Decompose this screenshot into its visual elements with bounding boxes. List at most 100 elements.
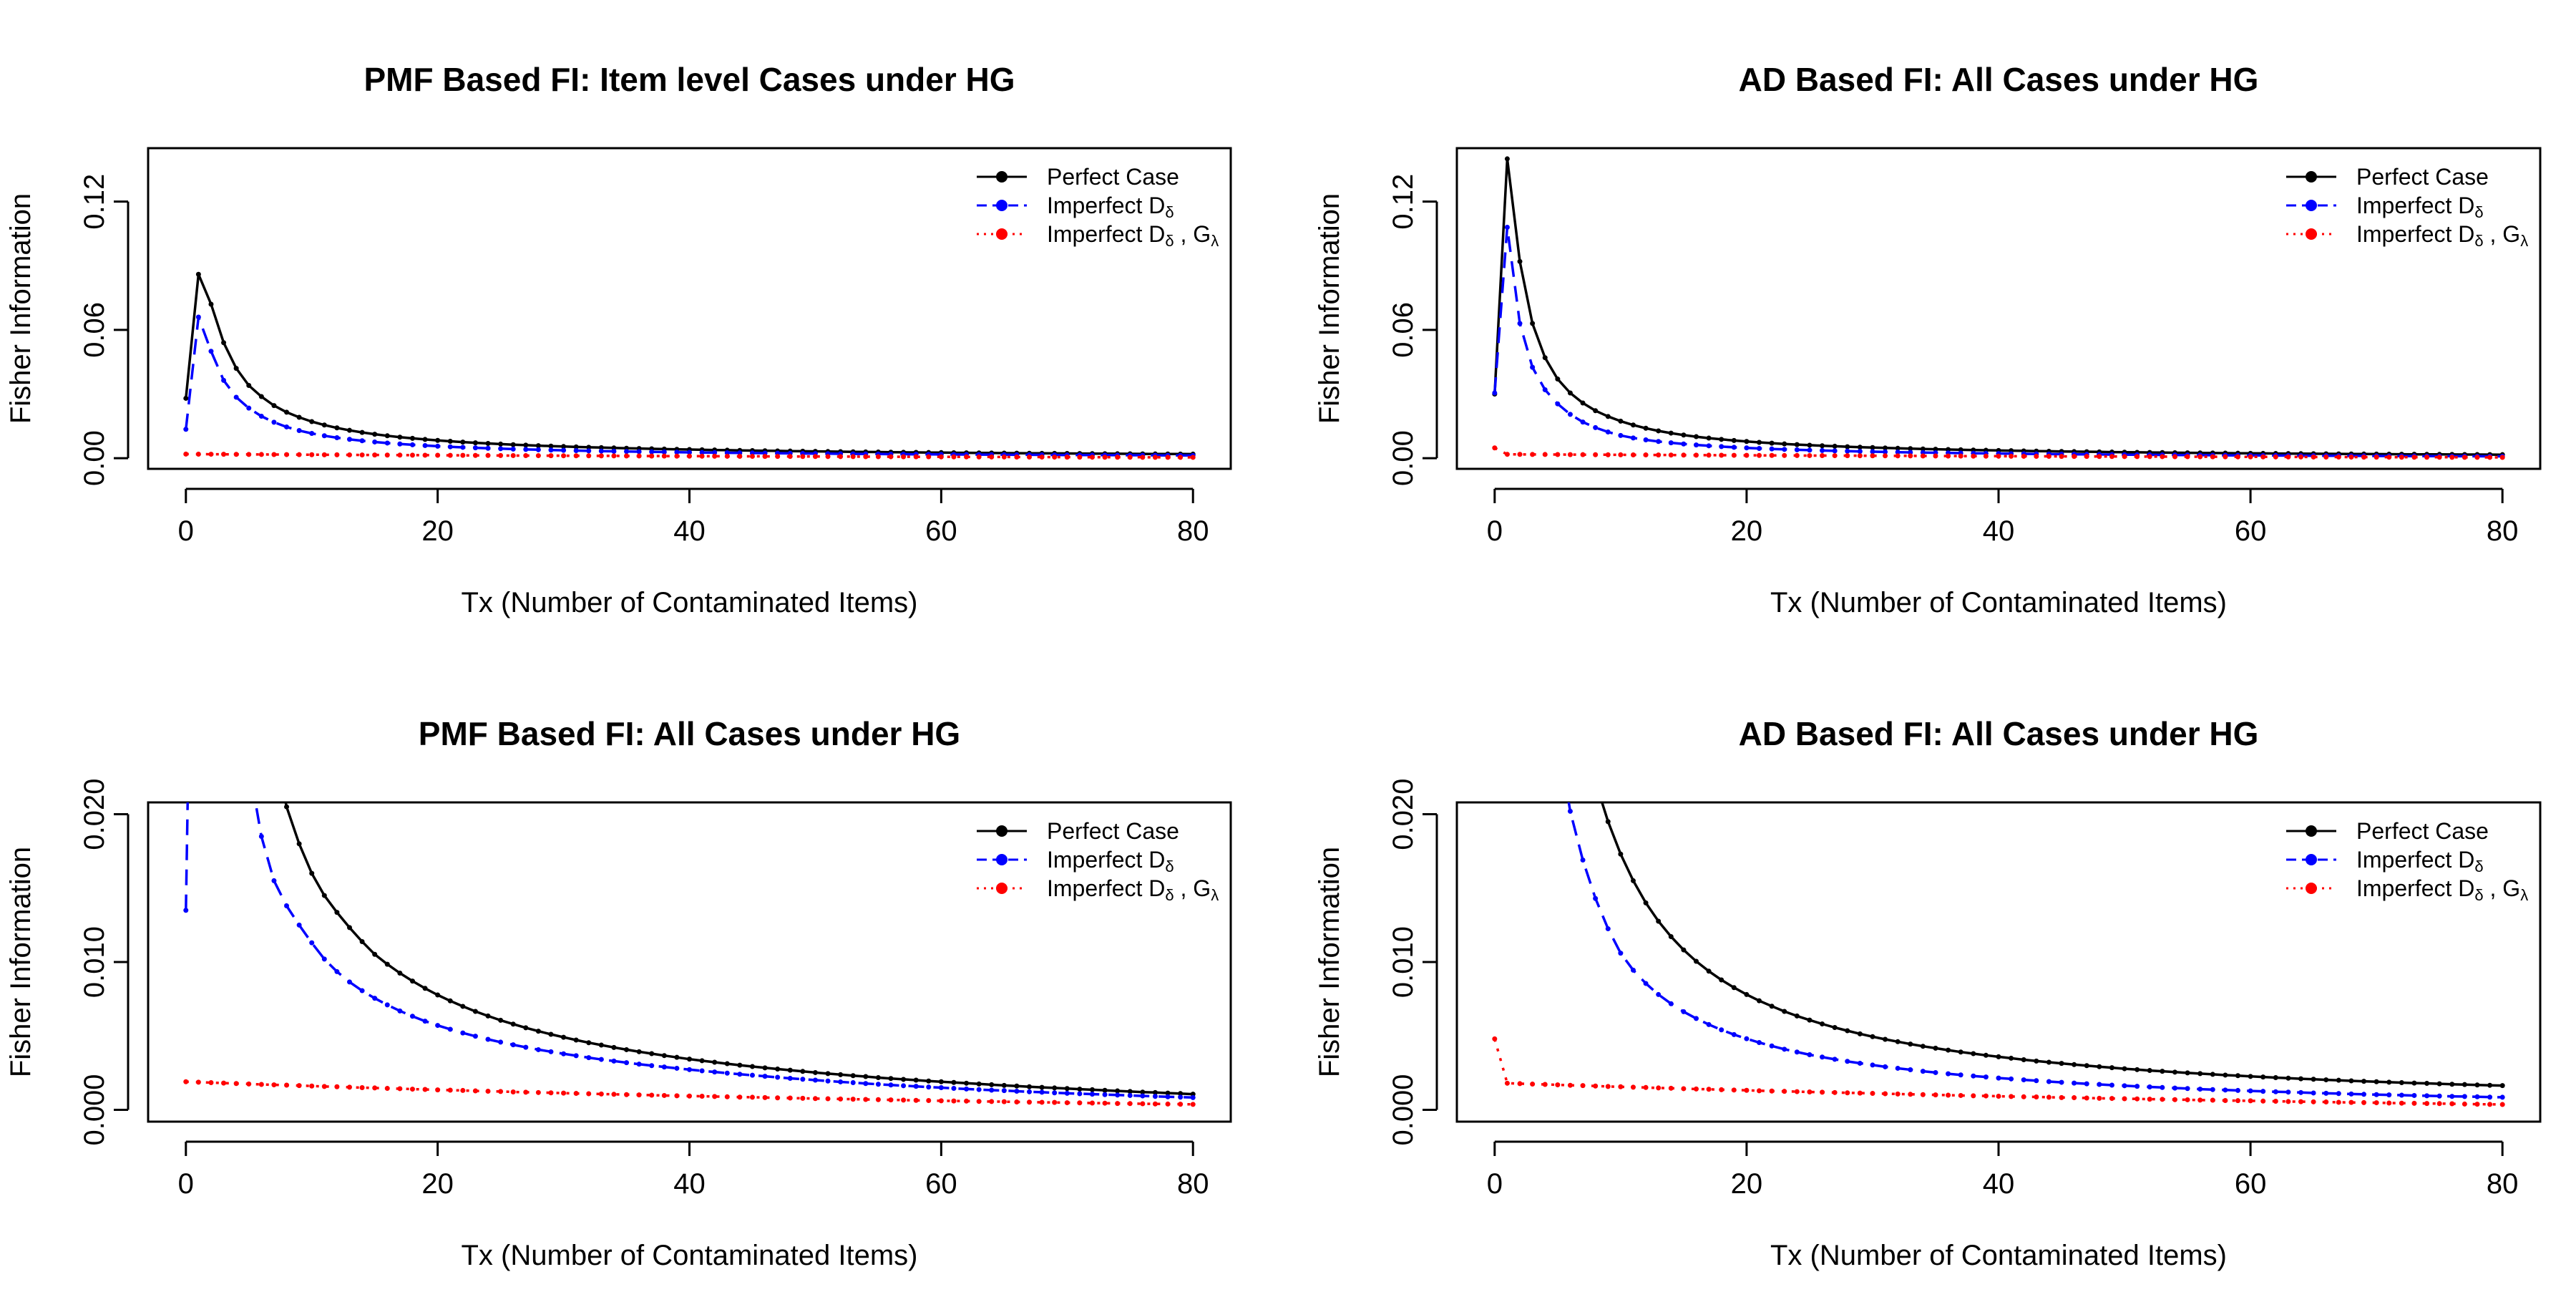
data-point xyxy=(1668,933,1674,939)
data-point xyxy=(825,454,831,460)
x-tick-label: 20 xyxy=(421,1168,454,1200)
data-point xyxy=(674,453,680,459)
data-point xyxy=(2273,1074,2278,1080)
data-point xyxy=(1039,1084,1045,1090)
data-point xyxy=(712,1094,718,1099)
data-point xyxy=(1794,447,1800,452)
data-point xyxy=(1920,446,1926,452)
data-point xyxy=(1543,413,1548,418)
data-point xyxy=(1089,1092,1095,1097)
data-point xyxy=(1895,450,1901,455)
data-point xyxy=(296,452,302,457)
data-point xyxy=(372,951,378,957)
data-point xyxy=(334,452,340,457)
data-point xyxy=(1832,443,1838,449)
data-point xyxy=(498,1039,504,1045)
legend-marker xyxy=(996,854,1008,865)
data-point xyxy=(233,366,239,371)
data-point xyxy=(1064,1100,1070,1106)
data-point xyxy=(1542,1082,1548,1087)
data-point xyxy=(1630,967,1636,973)
data-point xyxy=(1102,1100,1108,1106)
data-point xyxy=(1870,453,1875,459)
data-point xyxy=(1643,437,1649,443)
data-point xyxy=(1656,918,1662,924)
data-point xyxy=(1127,1101,1133,1107)
data-point xyxy=(724,450,730,456)
y-tick-label: 0.000 xyxy=(1387,1074,1419,1145)
data-point xyxy=(221,1080,227,1086)
data-point xyxy=(2449,1082,2455,1087)
data-point xyxy=(938,1079,944,1084)
data-point xyxy=(1027,1089,1033,1094)
data-point xyxy=(510,446,516,452)
data-point xyxy=(498,446,504,452)
data-point xyxy=(1052,1085,1058,1091)
data-point xyxy=(1165,455,1171,460)
data-point xyxy=(2436,1093,2442,1099)
data-point xyxy=(976,1099,982,1104)
series-1 xyxy=(1492,156,2505,457)
data-point xyxy=(258,394,264,399)
data-point xyxy=(1693,434,1699,439)
data-point xyxy=(2034,453,2039,459)
data-point xyxy=(2373,1079,2379,1084)
data-point xyxy=(1757,998,1762,1004)
data-point xyxy=(724,1094,730,1099)
chart-title: AD Based FI: All Cases under HG xyxy=(1739,715,2259,752)
x-axis-label: Tx (Number of Contaminated Items) xyxy=(1770,587,2227,618)
data-point xyxy=(775,1066,781,1072)
data-point xyxy=(1014,1083,1020,1089)
data-point xyxy=(2223,1087,2228,1093)
data-point xyxy=(2248,454,2253,460)
data-point xyxy=(850,454,856,460)
data-point xyxy=(1077,455,1083,460)
data-point xyxy=(271,744,276,749)
data-point xyxy=(321,433,327,439)
data-point xyxy=(498,441,504,447)
data-point xyxy=(2298,1099,2304,1104)
data-point xyxy=(1656,439,1662,445)
data-point xyxy=(1504,225,1510,230)
legend-label: Imperfect Dδ xyxy=(2356,847,2484,875)
data-point xyxy=(221,340,227,346)
legend-entry: Perfect Case xyxy=(2286,164,2489,190)
data-point xyxy=(1883,453,1888,459)
plot-frame xyxy=(147,801,1232,1123)
data-point xyxy=(422,1087,428,1092)
data-point xyxy=(2059,1079,2064,1085)
data-point xyxy=(1001,1082,1007,1088)
x-axis: 0 20 40 60 80 xyxy=(178,487,1209,547)
series-line xyxy=(185,316,1194,457)
series-2 xyxy=(1567,802,2505,1100)
x-tick-label: 20 xyxy=(421,515,454,547)
data-point xyxy=(1605,1084,1611,1089)
data-point xyxy=(598,448,604,454)
data-point xyxy=(1580,1083,1586,1089)
data-point xyxy=(1089,455,1095,460)
data-point xyxy=(183,427,189,432)
data-point xyxy=(1807,1017,1813,1023)
data-point xyxy=(800,1077,806,1082)
data-point xyxy=(1102,455,1108,460)
data-point xyxy=(724,453,730,459)
data-point xyxy=(221,569,226,574)
series-1 xyxy=(1543,413,2505,1089)
data-point xyxy=(649,449,655,455)
data-point xyxy=(1933,447,1938,452)
data-point xyxy=(1757,439,1762,445)
data-point xyxy=(863,1074,869,1079)
data-point xyxy=(1958,453,1963,459)
data-point xyxy=(1832,448,1838,454)
series-line xyxy=(284,802,1194,1096)
data-point xyxy=(875,1082,881,1087)
data-point xyxy=(976,1081,982,1087)
data-point xyxy=(712,450,718,455)
data-point xyxy=(1581,726,1586,731)
data-point xyxy=(221,309,226,314)
data-point xyxy=(321,956,327,962)
data-point xyxy=(964,1098,970,1104)
data-point xyxy=(422,437,428,442)
y-axis: 0.00 0.06 0.12 xyxy=(1387,174,1438,486)
